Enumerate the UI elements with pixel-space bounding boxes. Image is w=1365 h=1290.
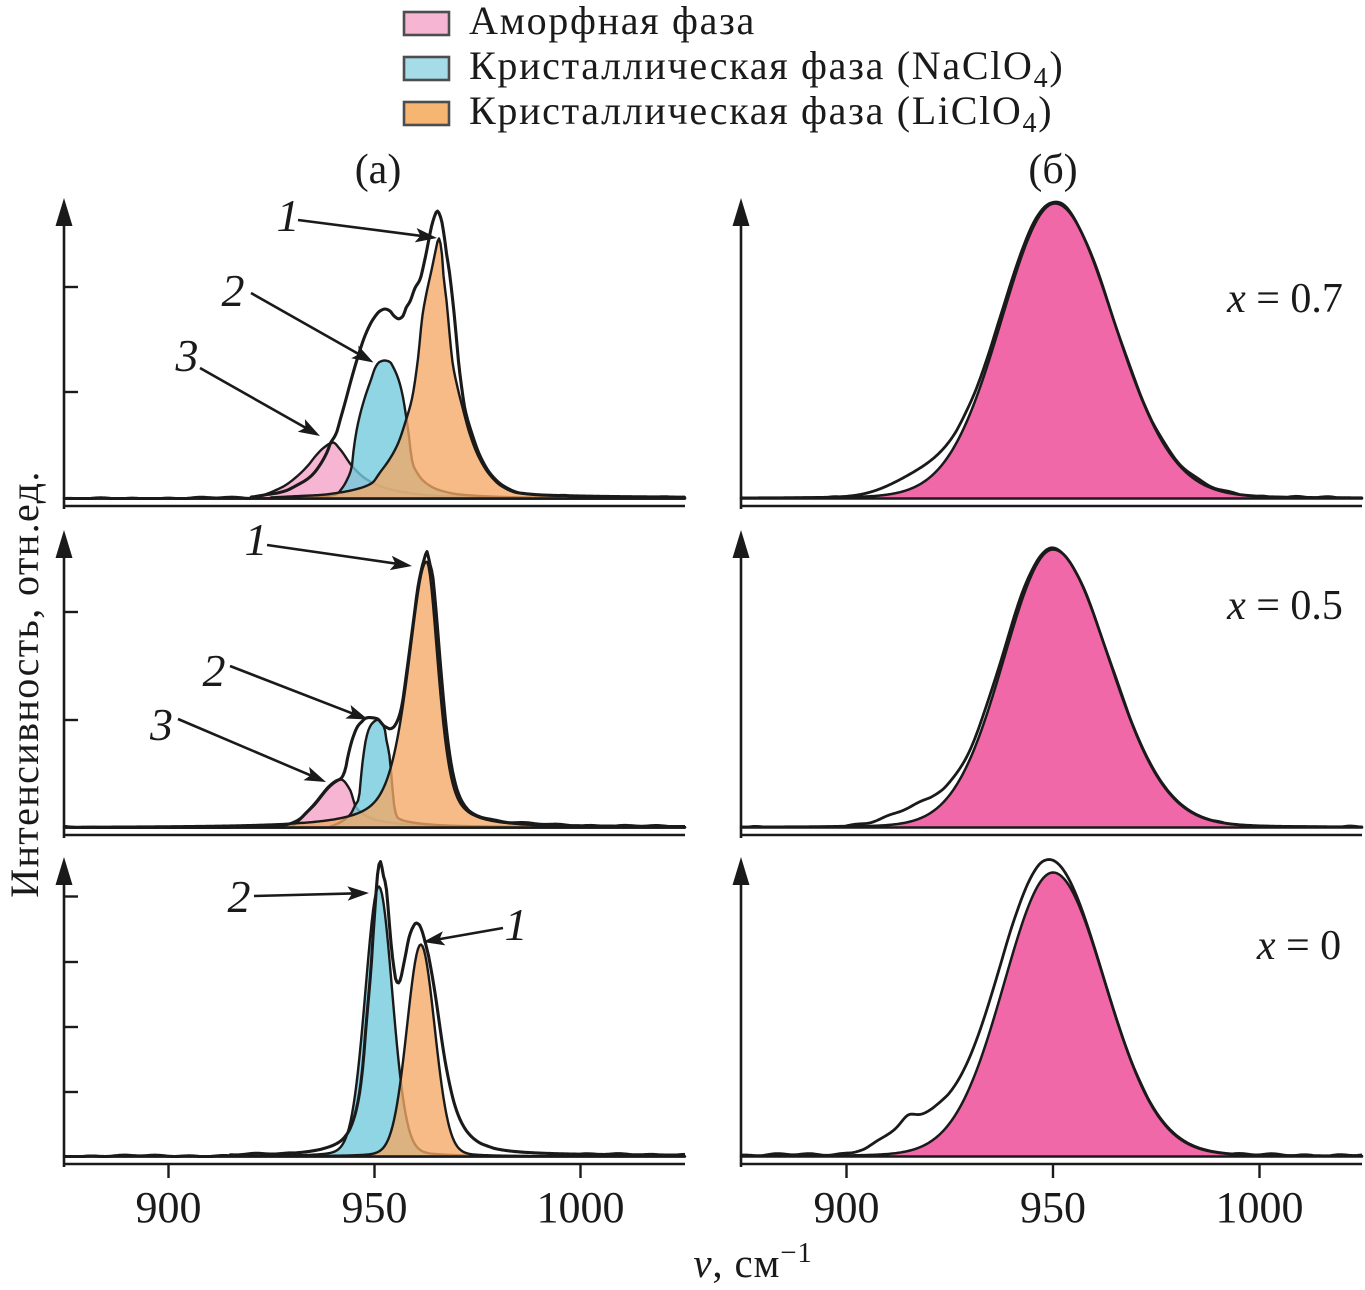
- svg-text:3: 3: [149, 699, 173, 750]
- svg-text:Кристаллическая фаза (LiClO4): Кристаллическая фаза (LiClO4): [469, 88, 1053, 139]
- svg-text:2: 2: [228, 871, 251, 922]
- svg-text:3: 3: [175, 330, 199, 381]
- svg-text:1: 1: [245, 514, 268, 565]
- svg-text:1000: 1000: [1216, 1183, 1304, 1232]
- svg-text:1: 1: [277, 190, 300, 241]
- svg-text:(б): (б): [1028, 147, 1077, 193]
- svg-text:x = 0.7: x = 0.7: [1226, 276, 1343, 322]
- svg-text:Интенсивность, отн.ед.: Интенсивность, отн.ед.: [2, 470, 47, 898]
- svg-text:1000: 1000: [537, 1183, 625, 1232]
- svg-text:900: 900: [136, 1183, 202, 1232]
- svg-text:2: 2: [203, 645, 226, 696]
- svg-text:950: 950: [1020, 1183, 1086, 1232]
- svg-text:950: 950: [342, 1183, 408, 1232]
- svg-text:2: 2: [222, 265, 245, 316]
- svg-text:1: 1: [505, 899, 528, 950]
- svg-text:(а): (а): [355, 147, 402, 193]
- svg-text:900: 900: [814, 1183, 880, 1232]
- svg-text:Аморфная фаза: Аморфная фаза: [469, 0, 756, 43]
- svg-text:Кристаллическая фаза (NaClO4): Кристаллическая фаза (NaClO4): [469, 43, 1064, 94]
- svg-text:x = 0.5: x = 0.5: [1226, 583, 1343, 629]
- svg-text:x = 0: x = 0: [1256, 923, 1341, 969]
